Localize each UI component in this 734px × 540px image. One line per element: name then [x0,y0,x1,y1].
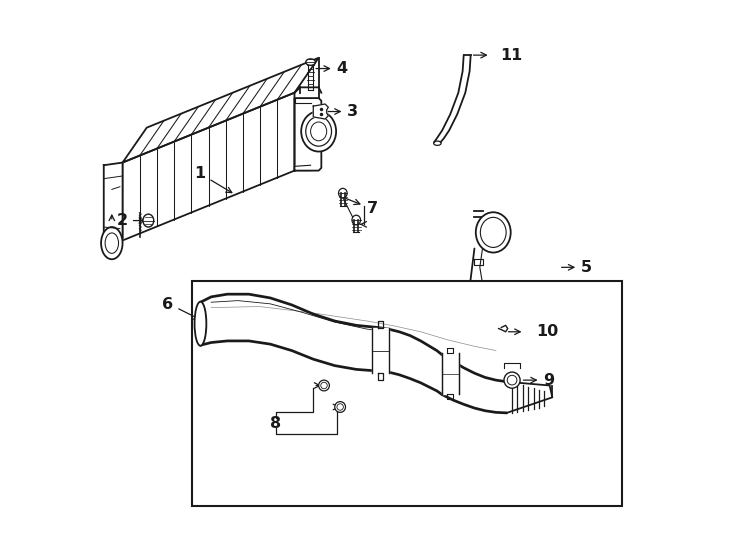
Ellipse shape [306,59,316,65]
Ellipse shape [338,188,347,198]
Polygon shape [313,104,328,119]
Ellipse shape [480,218,506,247]
Ellipse shape [504,372,520,388]
Ellipse shape [321,382,327,389]
Bar [192,281,622,507]
Ellipse shape [310,122,327,141]
Text: 8: 8 [270,416,281,430]
Ellipse shape [101,227,123,259]
Ellipse shape [301,111,336,152]
Ellipse shape [195,302,206,346]
Text: 10: 10 [537,325,559,339]
Ellipse shape [507,375,517,385]
Ellipse shape [306,117,332,146]
Text: 1: 1 [194,166,205,181]
Text: 6: 6 [161,298,172,313]
Text: 9: 9 [543,373,554,388]
Polygon shape [294,93,321,171]
Ellipse shape [352,215,360,225]
Ellipse shape [434,141,441,145]
Text: 4: 4 [336,61,347,76]
Ellipse shape [143,214,153,227]
Ellipse shape [337,404,344,410]
Polygon shape [103,163,123,243]
Ellipse shape [476,212,511,253]
Text: 3: 3 [347,104,358,119]
Ellipse shape [105,233,118,253]
Text: 5: 5 [581,260,592,275]
Ellipse shape [335,402,346,413]
Text: 11: 11 [500,48,522,63]
Text: 7: 7 [367,201,378,215]
Ellipse shape [319,380,330,391]
Text: 2: 2 [117,213,128,228]
